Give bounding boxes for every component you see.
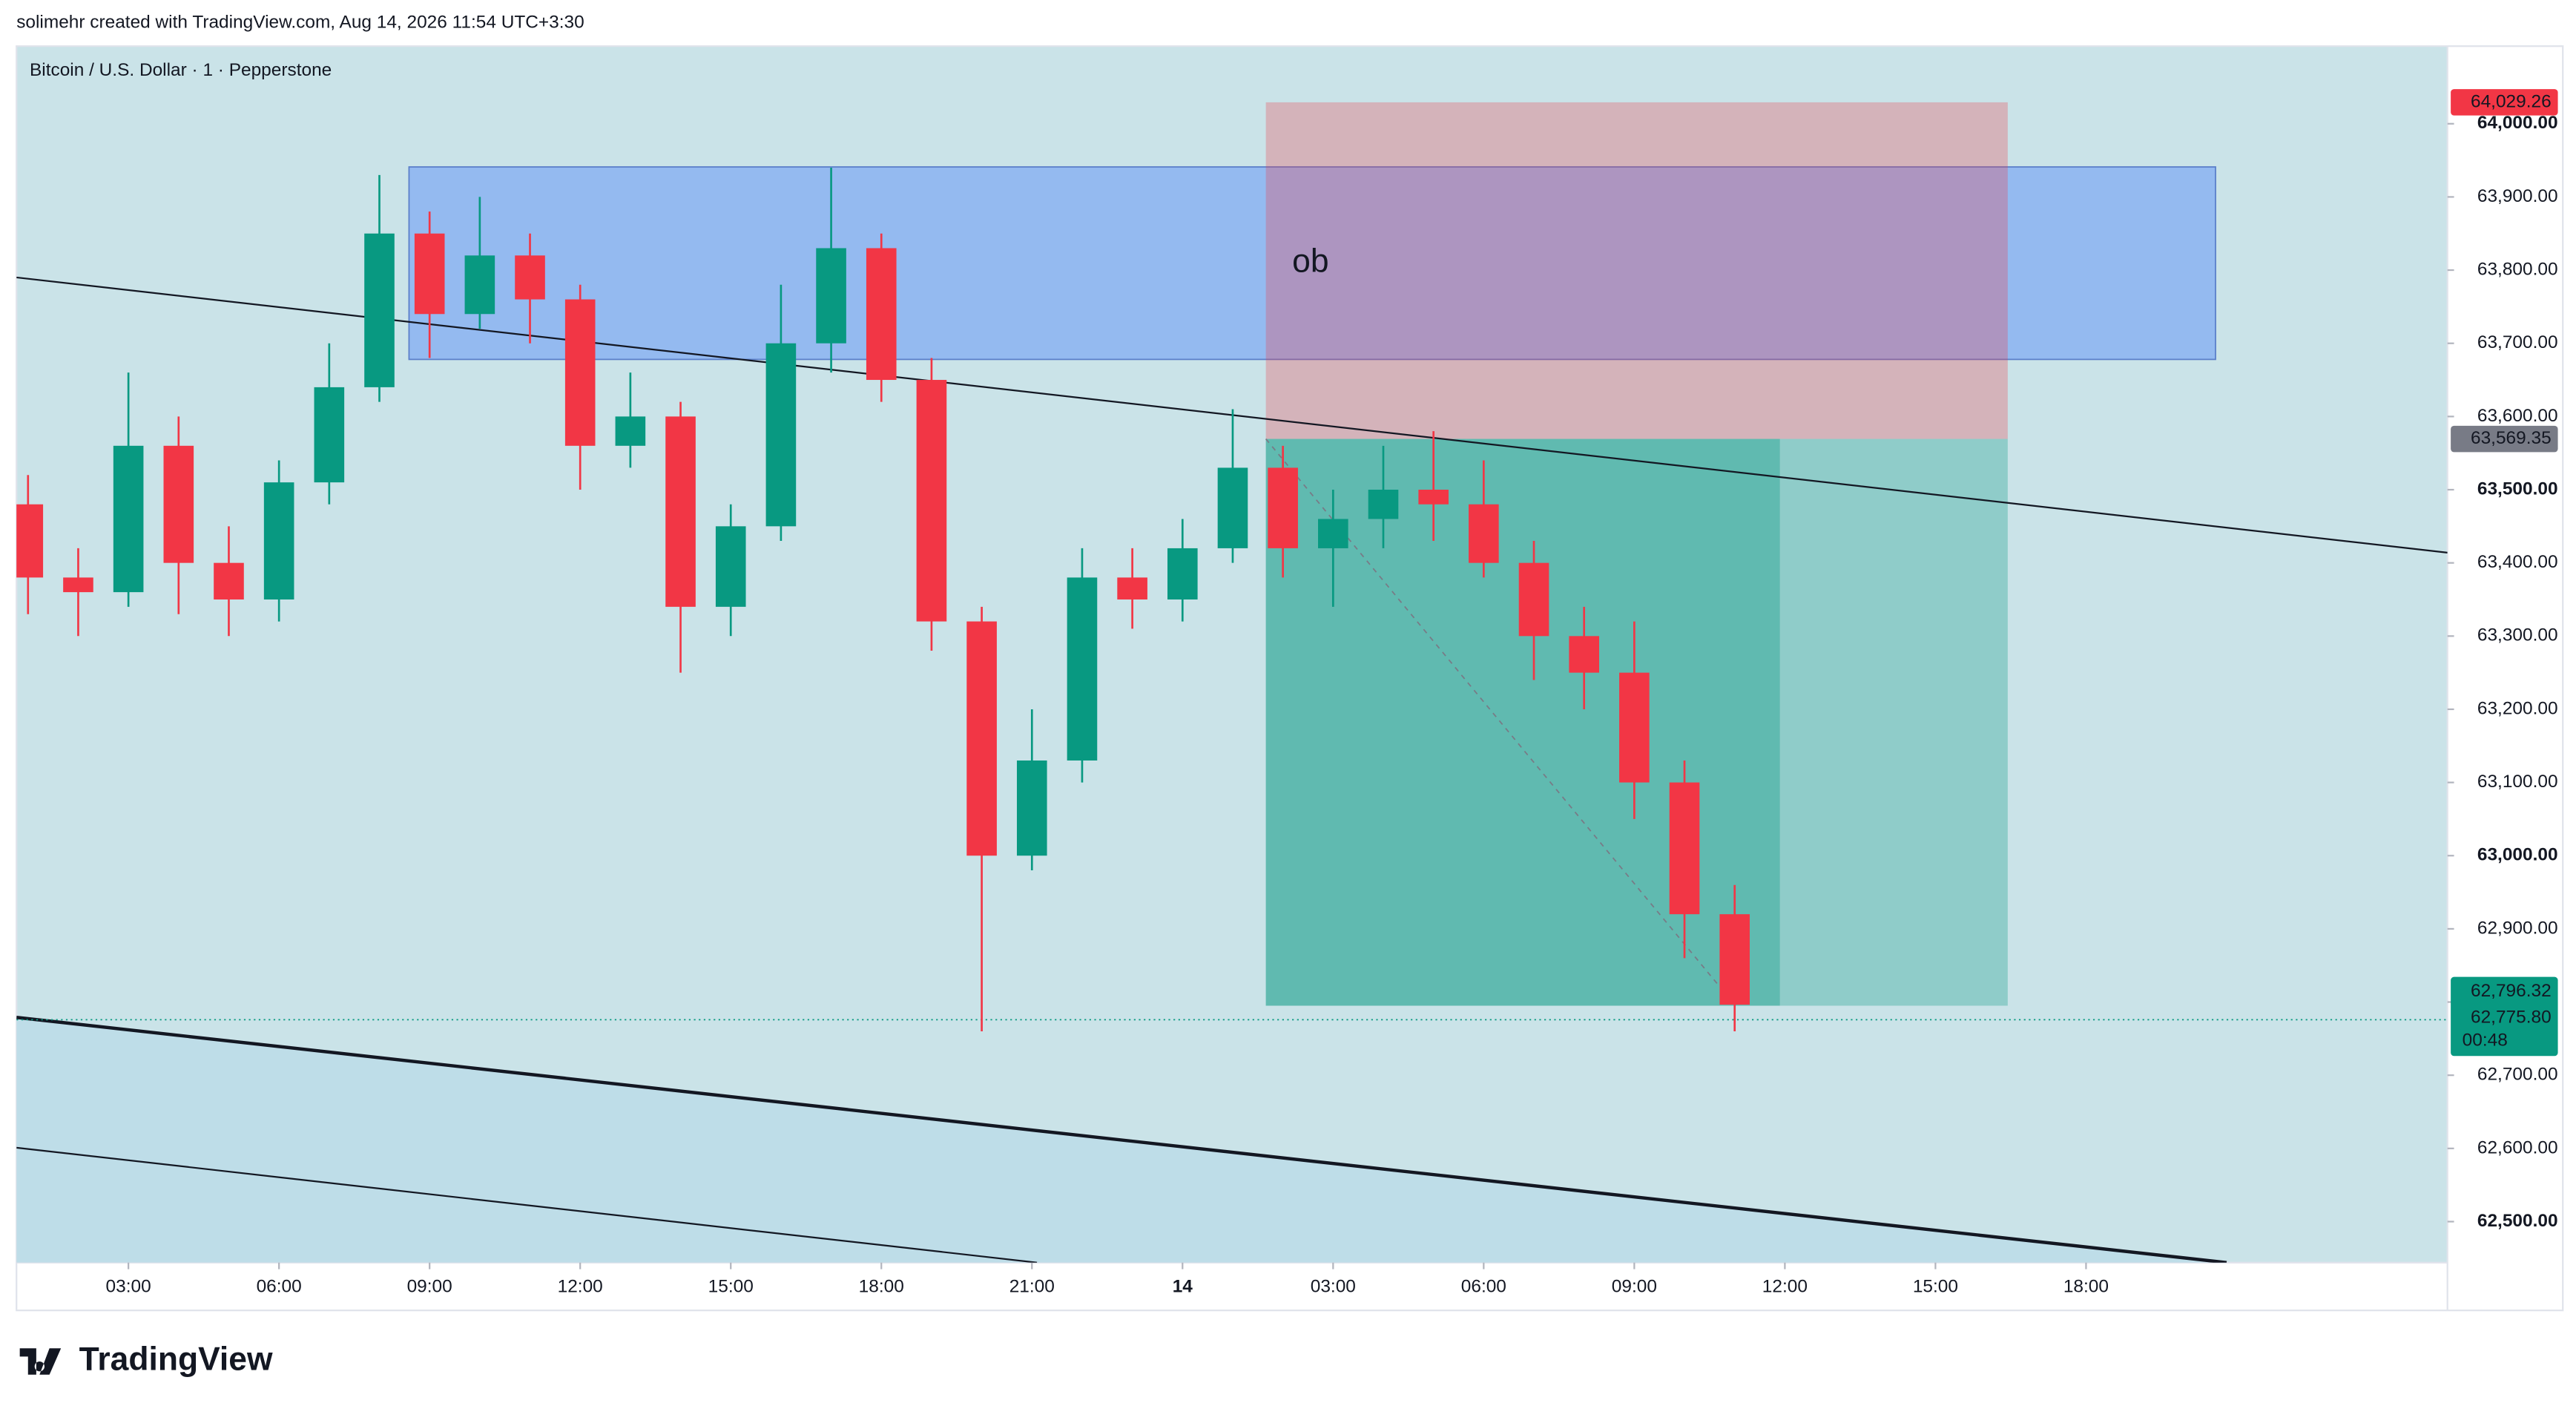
y-tick-label: 63,600.00 [2477,406,2558,426]
candle-body [263,482,294,599]
y-tick-label: 63,900.00 [2477,186,2558,206]
y-tick-label: 62,600.00 [2477,1137,2558,1157]
logo: TradingView [19,1341,273,1378]
x-tick-label: 09:00 [407,1277,452,1297]
candle-body [1469,504,1499,563]
credit: solimehr created with TradingView.com, A… [16,13,584,33]
x-tick-label: 12:00 [1762,1277,1808,1297]
logo-icon [19,1348,62,1375]
y-tick-label: 63,000.00 [2477,845,2558,865]
x-tick-label: 15:00 [1913,1277,1958,1297]
candle-body [564,299,596,446]
candle-body [866,248,897,381]
logo-text: TradingView [79,1341,273,1378]
candle-body [314,387,345,483]
candle-body [1067,577,1098,761]
candle-body [1167,548,1198,599]
candle-body [1368,490,1399,519]
candle-body [615,416,646,446]
candle-body [63,577,93,593]
plot: ob [16,102,2448,1263]
candle-body [1318,519,1348,548]
candle-body [214,562,244,599]
y-tick-label: 63,200.00 [2477,698,2558,718]
candle-body [414,233,445,315]
countdown: 00:48 [2463,1031,2508,1051]
candle-body [1669,782,1700,915]
candle-body [916,380,947,622]
candle-body [1518,562,1549,637]
price-label: 64,029.26 [2471,91,2552,111]
candle-body [113,445,144,593]
last-price-label: 62,796.32 [2471,981,2552,1001]
y-tick-label: 63,500.00 [2477,479,2558,499]
candle-body [364,233,395,387]
y-tick-label: 62,700.00 [2477,1065,2558,1085]
x-tick-label: 09:00 [1612,1277,1657,1297]
candle-body [464,255,495,315]
candle-body [1016,761,1047,856]
candle-body [163,445,194,563]
x-tick-label: 06:00 [257,1277,302,1297]
price-label: 63,569.35 [2471,428,2552,448]
y-tick-label: 64,000.00 [2477,113,2558,133]
y-tick-label: 63,400.00 [2477,552,2558,572]
candle-body [1619,672,1650,783]
candle-body [1569,636,1599,673]
ob-zone [408,166,2216,361]
last-price-value: 62,775.80 [2471,1008,2552,1028]
last-price-box [2451,976,2558,1057]
price-label-box [2451,425,2558,453]
chart-title: Bitcoin / U.S. Dollar · 1 · Pepperstone [30,60,332,80]
x-tick-label: 15:00 [708,1277,754,1297]
y-tick-label: 63,800.00 [2477,260,2558,280]
price-label-box [2451,89,2558,116]
ob-label: ob [1292,243,1328,279]
candle-body [1719,914,1750,1005]
candle-body [816,248,846,344]
trendline [16,1016,2227,1263]
y-tick-label: 62,900.00 [2477,918,2558,938]
x-tick-label: 03:00 [1311,1277,1356,1297]
candle-body [1418,490,1449,505]
candle-body [515,255,545,300]
candle-body [1117,577,1147,599]
y-tick-label: 63,300.00 [2477,625,2558,645]
x-tick-label: 14 [1173,1277,1193,1297]
candle-body [966,621,997,856]
candle-body [715,526,746,607]
y-tick-label: 62,500.00 [2477,1211,2558,1231]
frame [16,45,2564,1312]
x-tick-label: 06:00 [1461,1277,1506,1297]
x-tick-label: 18:00 [859,1277,904,1297]
stop-zone [1265,102,2008,439]
candle-body [665,416,696,607]
x-tick-label: 12:00 [558,1277,603,1297]
trendline [16,1146,1038,1263]
candle-body [16,504,44,578]
y-tick-label: 63,700.00 [2477,332,2558,352]
y-tick-label: 63,100.00 [2477,772,2558,792]
x-tick-label: 21:00 [1009,1277,1055,1297]
candle-body [1268,467,1298,548]
x-tick-label: 03:00 [106,1277,151,1297]
x-tick-label: 18:00 [2063,1277,2109,1297]
candle-body [1217,467,1248,548]
candle-body [765,343,797,527]
